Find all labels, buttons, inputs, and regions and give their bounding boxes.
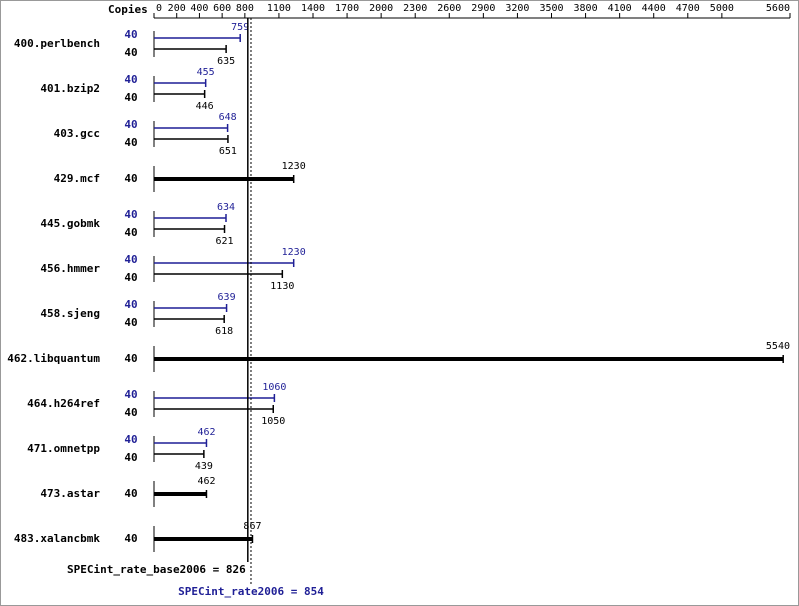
x-tick-label: 400: [190, 3, 208, 14]
x-tick-label: 4100: [608, 3, 632, 14]
copies-label: 40: [124, 136, 137, 149]
copies-label: 40: [124, 406, 137, 419]
x-tick-label: 2300: [403, 3, 427, 14]
value-label: 446: [196, 101, 214, 112]
copies-header: Copies: [108, 3, 148, 16]
x-tick-label: 4400: [642, 3, 666, 14]
copies-label: 40: [124, 532, 137, 545]
benchmark-label: 464.h264ref: [27, 397, 100, 410]
copies-label: 40: [124, 253, 137, 266]
x-tick-label: 2000: [369, 3, 393, 14]
copies-label: 40: [124, 316, 137, 329]
peak-reference-label: SPECint_rate2006 = 854: [178, 585, 324, 598]
value-label: 462: [197, 476, 215, 487]
value-label: 867: [243, 521, 261, 532]
copies-label: 40: [124, 208, 137, 221]
value-label: 759: [231, 22, 249, 33]
benchmark-label: 400.perlbench: [14, 37, 100, 50]
benchmark-label: 471.omnetpp: [27, 442, 100, 455]
value-label: 651: [219, 146, 237, 157]
benchmark-label: 456.hmmer: [40, 262, 100, 275]
copies-label: 40: [124, 118, 137, 131]
benchmark-label: 483.xalancbmk: [14, 532, 100, 545]
benchmark-label: 473.astar: [40, 487, 100, 500]
copies-label: 40: [124, 73, 137, 86]
benchmark-label: 403.gcc: [54, 127, 100, 140]
benchmark-label: 429.mcf: [54, 172, 100, 185]
x-tick-label: 3500: [539, 3, 563, 14]
x-tick-label: 600: [213, 3, 231, 14]
copies-label: 40: [124, 451, 137, 464]
copies-label: 40: [124, 91, 137, 104]
x-tick-label: 4700: [676, 3, 700, 14]
value-label: 455: [197, 67, 215, 78]
copies-label: 40: [124, 271, 137, 284]
value-label: 439: [195, 461, 213, 472]
value-label: 1230: [282, 247, 306, 258]
benchmark-label: 445.gobmk: [40, 217, 100, 230]
benchmark-label: 458.sjeng: [40, 307, 100, 320]
x-tick-label: 200: [168, 3, 186, 14]
value-label: 634: [217, 202, 235, 213]
copies-label: 40: [124, 487, 137, 500]
benchmark-label: 462.libquantum: [7, 352, 100, 365]
value-label: 618: [215, 326, 233, 337]
x-tick-label: 1700: [335, 3, 359, 14]
value-label: 1230: [282, 161, 306, 172]
value-label: 621: [215, 236, 233, 247]
copies-label: 40: [124, 298, 137, 311]
value-label: 462: [197, 427, 215, 438]
x-tick-label: 3200: [505, 3, 529, 14]
benchmark-label: 401.bzip2: [40, 82, 100, 95]
x-tick-label: 2600: [437, 3, 461, 14]
x-tick-label: 1400: [301, 3, 325, 14]
copies-label: 40: [124, 46, 137, 59]
copies-label: 40: [124, 226, 137, 239]
x-tick-label: 800: [236, 3, 254, 14]
x-tick-label: 1100: [267, 3, 291, 14]
value-label: 5540: [766, 341, 790, 352]
x-tick-label: 0: [156, 3, 162, 14]
value-label: 639: [218, 292, 236, 303]
value-label: 1060: [262, 382, 286, 393]
copies-label: 40: [124, 433, 137, 446]
x-tick-label: 2900: [471, 3, 495, 14]
copies-label: 40: [124, 388, 137, 401]
value-label: 1130: [270, 281, 294, 292]
base-reference-label: SPECint_rate_base2006 = 826: [67, 563, 246, 576]
value-label: 648: [219, 112, 237, 123]
x-tick-label: 5000: [710, 3, 734, 14]
copies-label: 40: [124, 172, 137, 185]
value-label: 635: [217, 56, 235, 67]
x-tick-label: 3800: [574, 3, 598, 14]
x-tick-label: 5600: [766, 3, 790, 14]
copies-label: 40: [124, 28, 137, 41]
value-label: 1050: [261, 416, 285, 427]
copies-label: 40: [124, 352, 137, 365]
